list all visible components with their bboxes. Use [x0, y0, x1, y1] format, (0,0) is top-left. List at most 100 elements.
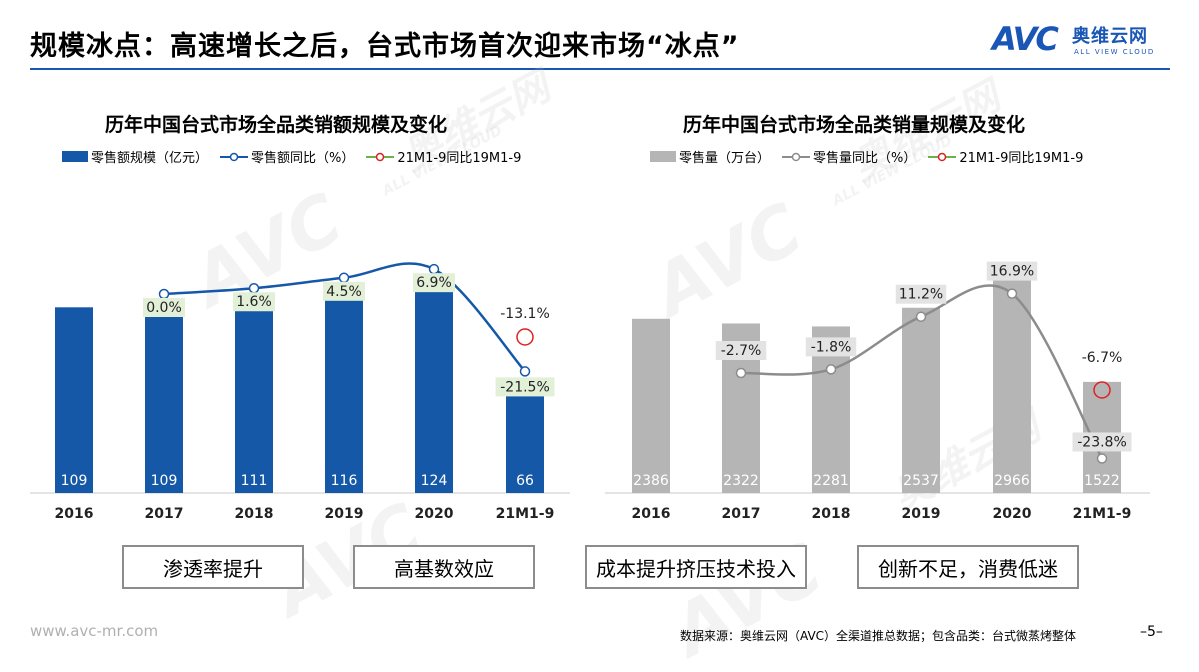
legend-item-line: 零售额同比（%）: [220, 147, 354, 166]
bar: [902, 307, 940, 493]
bar-value-label: 116: [331, 473, 358, 489]
page-title: 规模冰点：高速增长之后，台式市场首次迎来市场“冰点”: [30, 31, 740, 62]
bar: [993, 276, 1031, 493]
x-tick-label: 2020: [993, 506, 1032, 522]
bar: [506, 380, 544, 493]
yoy-label: 1.6%: [236, 294, 272, 310]
legend-point-swatch: [366, 152, 395, 161]
x-tick-label: 2016: [632, 506, 671, 522]
yoy-point: [338, 272, 350, 284]
yoy-label: -2.7%: [721, 343, 762, 359]
yoy-label-bg: [715, 341, 767, 360]
bar-value-label: 2537: [903, 473, 939, 489]
brand-logo: AVC 奥维云网 ALL VIEW CLOUD: [992, 18, 1172, 66]
legend-label: 零售量（万台）: [679, 151, 771, 166]
header-divider: [30, 68, 1170, 70]
legend-line-swatch: [782, 152, 811, 161]
comparison-point: [1093, 381, 1111, 399]
yoy-line: [740, 284, 1104, 460]
yoy-label: 11.2%: [899, 287, 943, 303]
yoy-label-bg: [1072, 432, 1132, 452]
tag-cost: 成本提升挤压技术投入: [585, 545, 807, 589]
x-tick-label: 2017: [145, 506, 184, 522]
bar-value-label: 2386: [633, 473, 669, 489]
yoy-point: [1096, 453, 1108, 464]
x-tick-label: 2018: [812, 506, 851, 522]
x-tick-label: 21M1-9: [496, 506, 555, 522]
comparison-label: -13.1%: [500, 306, 550, 322]
legend-label: 21M1-9同比19M1-9: [959, 151, 1084, 166]
yoy-point: [915, 311, 927, 322]
tag-high-base: 高基数效应: [353, 545, 535, 589]
yoy-label: 6.9%: [416, 275, 452, 291]
page-number: –5–: [1140, 624, 1163, 640]
comparison-label: -6.7%: [1082, 350, 1123, 366]
yoy-label-bg: [495, 377, 555, 397]
left-chart-title: 历年中国台式市场全品类销额规模及变化: [105, 114, 448, 136]
legend-bar-swatch: [62, 151, 88, 162]
x-tick-label: 2018: [235, 506, 274, 522]
x-tick-label: 2020: [415, 506, 454, 522]
yoy-label-bg: [986, 261, 1038, 281]
legend-label: 21M1-9同比19M1-9: [397, 151, 522, 166]
yoy-label: -1.8%: [811, 339, 852, 355]
bar-value-label: 2322: [723, 473, 759, 489]
bar-value-label: 109: [151, 473, 178, 489]
bar: [235, 303, 273, 493]
yoy-label: -21.5%: [500, 379, 550, 395]
bar-value-label: 111: [241, 473, 268, 489]
legend-label: 零售量同比（%）: [813, 151, 917, 166]
yoy-point: [248, 282, 260, 294]
comparison-point: [516, 328, 534, 346]
yoy-label-bg: [233, 292, 275, 312]
tag-innovation: 创新不足，消费低迷: [857, 545, 1079, 589]
bar: [632, 318, 670, 493]
bar-value-label: 2281: [813, 473, 849, 489]
legend-item-bar: 零售额规模（亿元）: [62, 147, 208, 166]
data-source: 数据来源：奥维云网（AVC）全渠道推总数据；包含品类：台式微蒸烤整体: [680, 629, 1077, 643]
yoy-label-bg: [143, 298, 185, 317]
yoy-point: [428, 263, 440, 275]
legend-point-swatch: [928, 152, 957, 161]
legend-item-line: 零售量同比（%）: [782, 147, 916, 166]
yoy-label-bg: [413, 273, 455, 293]
legend-label: 零售额同比（%）: [251, 151, 355, 166]
footer-url: www.avc-mr.com: [30, 622, 159, 640]
x-tick-label: 21M1-9: [1073, 506, 1132, 522]
bar-value-label: 1522: [1084, 473, 1120, 489]
yoy-label-bg: [895, 284, 947, 304]
yoy-label: 16.9%: [990, 264, 1034, 280]
right-chart-legend: 零售量（万台） 零售量同比（%） 21M1-9同比19M1-9: [650, 147, 1095, 166]
left-chart-legend: 零售额规模（亿元） 零售额同比（%） 21M1-9同比19M1-9: [62, 147, 533, 166]
logo-cn-text: 奥维云网: [1072, 26, 1148, 47]
legend-item-point: 21M1-9同比19M1-9: [366, 147, 521, 166]
legend-bar-swatch: [650, 151, 676, 162]
logo-en-text: ALL VIEW CLOUD: [1074, 48, 1155, 56]
legend-item-bar: 零售量（万台）: [650, 147, 770, 166]
legend-line-swatch: [220, 152, 249, 161]
x-tick-label: 2019: [325, 506, 364, 522]
yoy-label-bg: [323, 281, 365, 301]
bar: [325, 295, 363, 493]
bar: [55, 307, 93, 493]
x-tick-label: 2016: [55, 506, 94, 522]
yoy-point: [158, 288, 170, 300]
logo-mark: AVC: [992, 20, 1059, 58]
bar-value-label: 124: [421, 473, 448, 489]
legend-label: 零售额规模（亿元）: [91, 151, 209, 166]
yoy-label-bg: [805, 337, 857, 357]
right-chart-title: 历年中国台式市场全品类销量规模及变化: [683, 114, 1026, 136]
yoy-point: [735, 367, 747, 379]
x-tick-label: 2019: [902, 506, 941, 522]
bar-value-label: 109: [61, 473, 88, 489]
bar-value-label: 2966: [994, 473, 1030, 489]
tag-penetration: 渗透率提升: [122, 545, 304, 589]
yoy-label: -23.8%: [1077, 434, 1127, 450]
x-tick-label: 2017: [722, 506, 761, 522]
yoy-label: 0.0%: [146, 300, 182, 316]
legend-item-point: 21M1-9同比19M1-9: [928, 147, 1083, 166]
yoy-label: 4.5%: [326, 284, 362, 300]
bar-value-label: 66: [516, 473, 534, 489]
bar: [145, 307, 183, 493]
